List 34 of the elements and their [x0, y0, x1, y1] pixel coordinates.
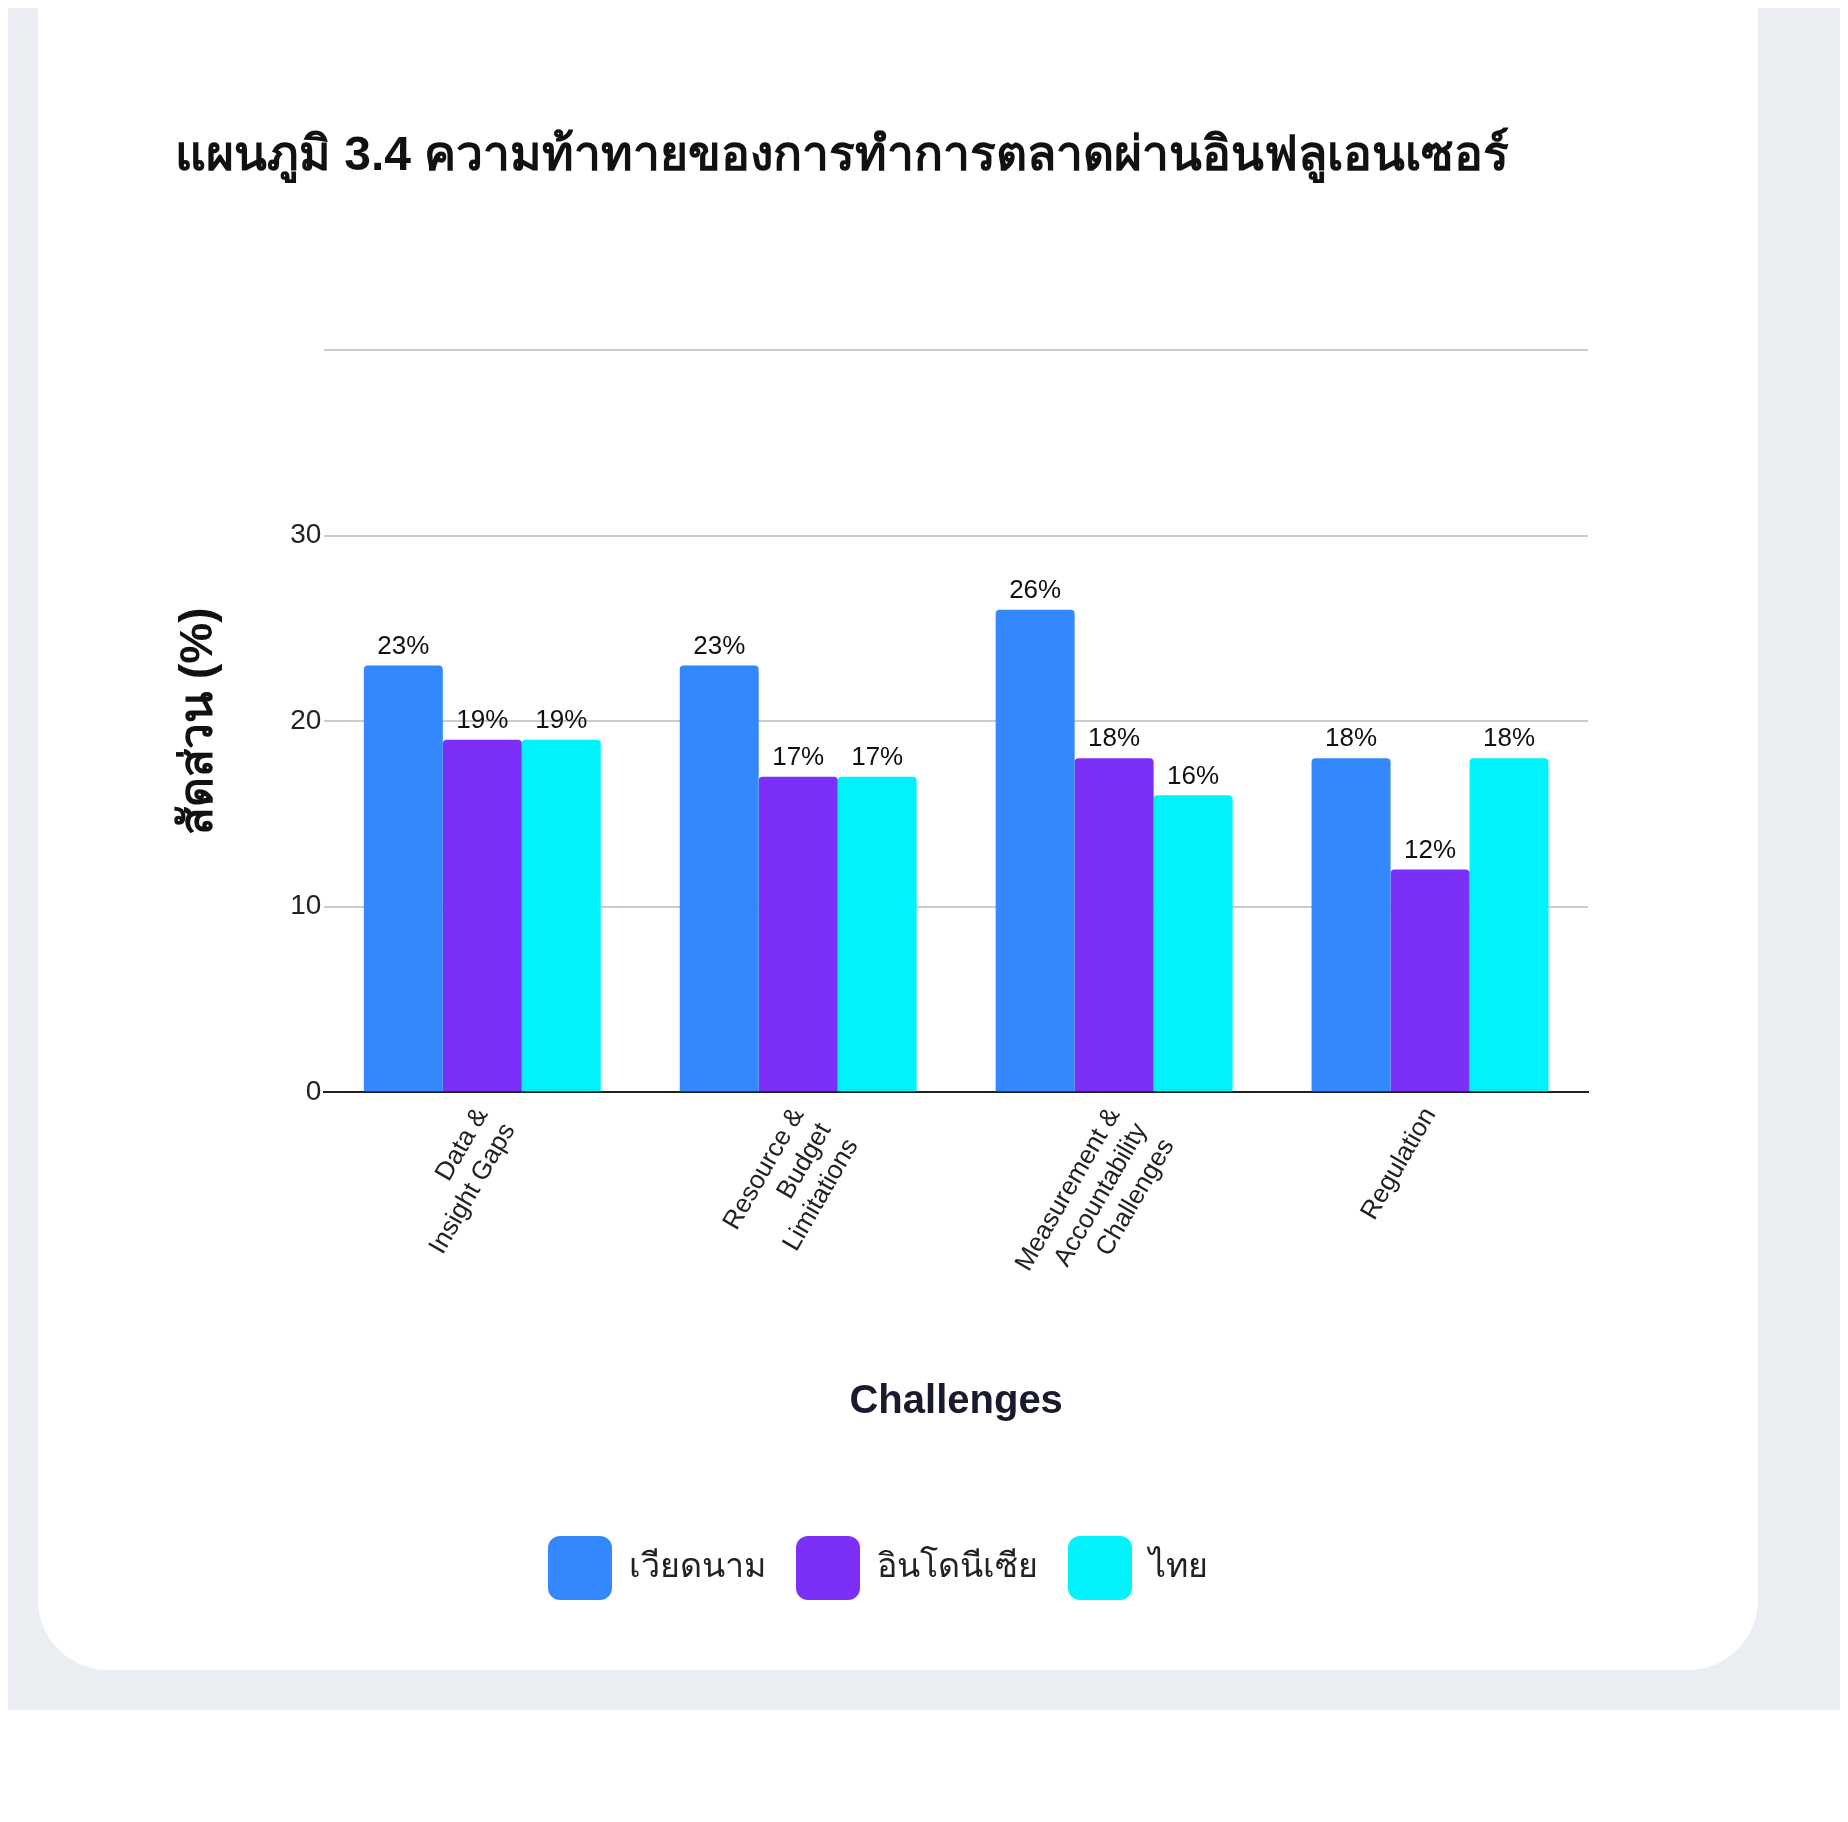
data-label: 18% — [1325, 722, 1378, 753]
data-label: 12% — [1404, 833, 1457, 864]
y-tick-label: 30 — [290, 518, 322, 550]
bar — [1311, 758, 1391, 1092]
y-tick-label: 20 — [290, 703, 322, 735]
bar — [995, 609, 1075, 1092]
y-tick-label: 0 — [305, 1074, 322, 1106]
data-label: 17% — [851, 740, 904, 771]
bar — [1153, 795, 1233, 1092]
data-label: 19% — [456, 703, 509, 734]
chart-title: แผนภูมิ 3.4 ความท้าทายของการทำการตลาดผ่านอินฟลูเอนเซอร์ — [175, 126, 1511, 185]
data-label: 16% — [1167, 759, 1220, 790]
bar — [679, 665, 759, 1092]
data-label: 23% — [377, 629, 430, 660]
data-label: 26% — [1009, 573, 1062, 604]
legend-label: เวียดนาม — [629, 1546, 766, 1585]
bar — [1074, 758, 1154, 1092]
bar — [1390, 869, 1470, 1092]
bar — [1469, 758, 1549, 1092]
data-label: 18% — [1483, 722, 1536, 753]
data-label: 17% — [772, 740, 825, 771]
legend-label: ไทย — [1146, 1546, 1208, 1585]
data-label: 19% — [535, 703, 588, 734]
x-axis-title: Challenges — [849, 1377, 1063, 1422]
bar — [363, 665, 443, 1092]
bar — [521, 739, 601, 1092]
y-tick-label: 10 — [290, 889, 322, 921]
bar — [758, 776, 838, 1092]
legend-label: อินโดนีเซีย — [877, 1546, 1038, 1585]
data-label: 18% — [1088, 722, 1141, 753]
data-label: 23% — [693, 629, 746, 660]
bar — [837, 776, 917, 1092]
y-axis-title: สัดส่วน (%) — [170, 607, 223, 835]
bar — [442, 739, 522, 1092]
